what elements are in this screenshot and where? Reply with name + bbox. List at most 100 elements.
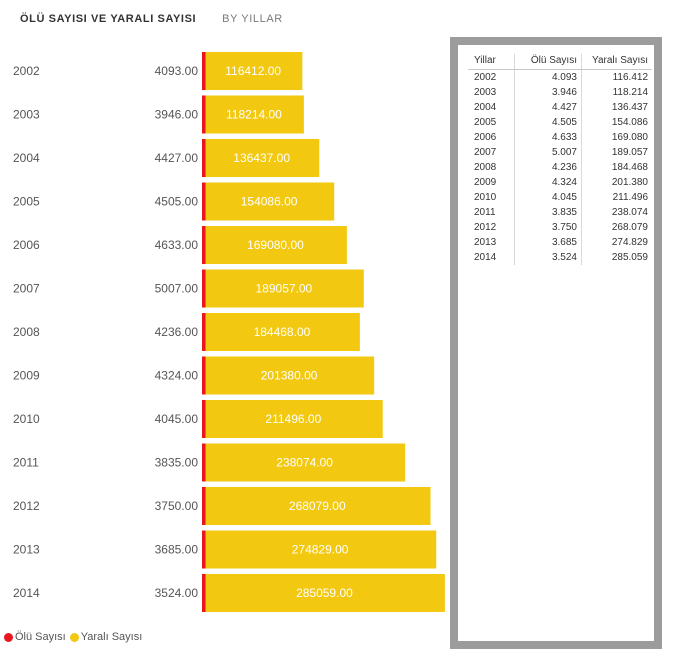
table-row: 2007 5.007 189.057 xyxy=(468,145,652,160)
category-label: 2011 xyxy=(13,456,39,470)
table-cell-year: 2013 xyxy=(474,237,497,248)
table-row: 2010 4.045 211.496 xyxy=(468,190,652,205)
yarali-bar xyxy=(204,443,406,482)
table-cell-olu: 3.524 xyxy=(514,250,582,265)
category-label: 2014 xyxy=(13,586,40,600)
table-cell-year: 2006 xyxy=(474,132,497,143)
table-cell-year: 2005 xyxy=(474,117,497,128)
table-cell-olu: 4.324 xyxy=(514,175,582,190)
table-row: 2002 4.093 116.412 xyxy=(468,69,652,85)
bar-chart: 2002 4093.00 116412.00 2003 3946.00 118214.00… xyxy=(13,52,445,612)
yarali-bar xyxy=(204,95,304,134)
table-cell-yarali: 169.080 xyxy=(581,130,652,145)
yarali-value-label: 116412.00 xyxy=(225,64,281,78)
table-header-yillar[interactable]: Yillar xyxy=(468,54,515,70)
category-label: 2003 xyxy=(13,108,40,122)
yarali-value-label: 189057.00 xyxy=(256,282,313,296)
olu-bar xyxy=(202,139,206,177)
category-label: 2008 xyxy=(13,325,40,339)
table-cell-yarali: 136.437 xyxy=(581,100,652,115)
legend-item-yarali[interactable]: Yaralı Sayısı xyxy=(69,631,143,643)
legend-item-olu[interactable]: Ölü Sayısı xyxy=(4,631,66,643)
table-cell-yarali: 211.496 xyxy=(581,190,652,205)
legend-label-olu: Ölü Sayısı xyxy=(15,631,66,643)
data-table[interactable]: Yillar Ölü Sayısı Yaralı Sayısı 2002 4.09… xyxy=(468,54,652,265)
yarali-bar xyxy=(204,530,437,569)
yarali-bar xyxy=(204,52,303,90)
yarali-bar xyxy=(204,356,375,395)
table-cell-yarali: 116.412 xyxy=(581,69,652,85)
olu-bar xyxy=(202,487,206,525)
table-cell-year: 2009 xyxy=(474,177,497,188)
table-cell-year: 2002 xyxy=(474,72,497,83)
yarali-value-label: 154086.00 xyxy=(241,195,298,209)
table-cell-olu: 3.750 xyxy=(514,220,582,235)
yarali-bar xyxy=(204,269,364,308)
table-header-yarali[interactable]: Yaralı Sayısı xyxy=(581,54,652,70)
table-cell-yarali: 274.829 xyxy=(581,235,652,250)
table-cell-olu: 3.835 xyxy=(514,205,582,220)
yarali-value-label: 268079.00 xyxy=(289,499,346,513)
table-cell-yarali: 238.074 xyxy=(581,205,652,220)
olu-value-label: 4633.00 xyxy=(155,238,199,252)
yarali-bar xyxy=(204,226,347,264)
olu-bar xyxy=(202,269,206,308)
table-cell-year: 2007 xyxy=(474,147,497,158)
yarali-value-label: 274829.00 xyxy=(292,543,349,557)
table-cell-olu: 4.045 xyxy=(514,190,582,205)
olu-bar xyxy=(202,530,206,569)
table-cell-olu: 4.427 xyxy=(514,100,582,115)
olu-value-label: 3835.00 xyxy=(155,456,199,470)
yarali-value-label: 184468.00 xyxy=(254,325,311,339)
legend-label-yarali: Yaralı Sayısı xyxy=(80,631,143,643)
olu-bar xyxy=(202,443,206,482)
table-cell-year: 2004 xyxy=(474,102,497,113)
yarali-value-label: 285059.00 xyxy=(296,586,353,600)
table-cell-yarali: 189.057 xyxy=(581,145,652,160)
table-header-olu[interactable]: Ölü Sayısı xyxy=(514,54,582,70)
table-cell-year: 2014 xyxy=(474,252,497,263)
table-cell-olu: 5.007 xyxy=(514,145,582,160)
table-cell-olu: 4.236 xyxy=(514,160,582,175)
table-body: 2002 4.093 116.412 2003 3.946 118.214 2004 4.42… xyxy=(468,69,652,265)
olu-value-label: 3524.00 xyxy=(155,586,199,600)
olu-bar xyxy=(202,226,206,264)
yarali-value-label: 211496.00 xyxy=(265,412,321,426)
table-cell-yarali: 285.059 xyxy=(581,250,652,265)
table-cell-year: 2010 xyxy=(474,192,497,203)
category-label: 2013 xyxy=(13,543,40,557)
category-label: 2004 xyxy=(13,151,40,165)
data-table-frame: Yillar Ölü Sayısı Yaralı Sayısı 2002 4.09… xyxy=(450,37,662,649)
table-cell-olu: 4.633 xyxy=(514,130,582,145)
olu-bar xyxy=(202,95,206,134)
category-label: 2002 xyxy=(13,64,40,78)
yarali-value-label: 118214.00 xyxy=(226,108,282,122)
table-cell-yarali: 154.086 xyxy=(581,115,652,130)
olu-value-label: 4093.00 xyxy=(155,64,199,78)
olu-bar xyxy=(202,356,206,395)
table-cell-yarali: 201.380 xyxy=(581,175,652,190)
table-header-row: Yillar Ölü Sayısı Yaralı Sayısı xyxy=(468,54,652,70)
olu-value-label: 5007.00 xyxy=(155,282,199,296)
legend-dot-yarali-icon xyxy=(69,632,79,642)
yarali-value-label: 238074.00 xyxy=(276,456,333,470)
category-label: 2007 xyxy=(13,282,40,296)
chart-subtitle: BY YILLAR xyxy=(222,13,283,25)
table-cell-year: 2003 xyxy=(474,87,497,98)
olu-bar xyxy=(202,400,206,438)
table-cell-yarali: 118.214 xyxy=(581,85,652,100)
yarali-bar xyxy=(204,487,431,525)
table-row: 2003 3.946 118.214 xyxy=(468,85,652,100)
olu-value-label: 4236.00 xyxy=(155,325,199,339)
olu-value-label: 4045.00 xyxy=(155,412,199,426)
table-row: 2004 4.427 136.437 xyxy=(468,100,652,115)
olu-value-label: 3946.00 xyxy=(155,108,199,122)
category-label: 2012 xyxy=(13,499,40,513)
olu-value-label: 3685.00 xyxy=(155,543,199,557)
table-cell-year: 2011 xyxy=(474,207,496,218)
legend-dot-olu-icon xyxy=(4,632,13,642)
yarali-bar xyxy=(204,313,360,351)
yarali-value-label: 201380.00 xyxy=(261,369,318,383)
table-cell-olu: 4.505 xyxy=(514,115,582,130)
yarali-bar xyxy=(204,182,335,221)
